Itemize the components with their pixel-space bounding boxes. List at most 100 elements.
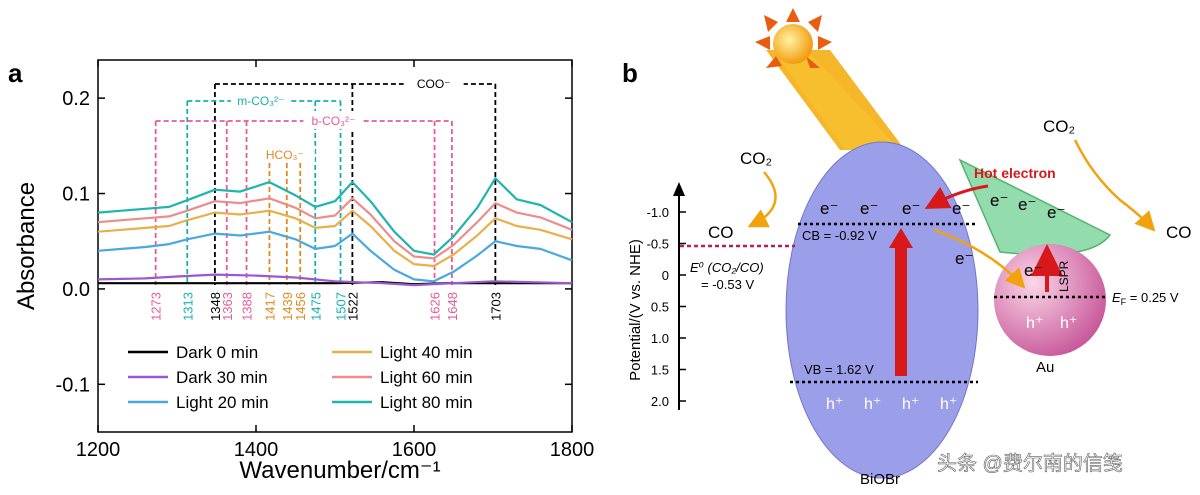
au-electron: e⁻ <box>1024 261 1042 280</box>
potential-tick-label: -0.5 <box>647 237 669 252</box>
potential-tick-label: 0.5 <box>651 300 669 315</box>
electron: e⁻ <box>902 199 920 218</box>
vb-holes: h⁺ h⁺ h⁺ h⁺ <box>826 396 957 413</box>
au-holes: h⁺ h⁺ <box>1026 315 1077 332</box>
peak-label: 1648 <box>445 292 460 321</box>
assignment-label: m-CO₃²⁻ <box>237 94 284 108</box>
y-tick-label: -0.1 <box>56 374 90 396</box>
assignment-label: b-CO₃²⁻ <box>311 114 355 128</box>
x-tick-label: 1400 <box>234 439 279 461</box>
co2-left: CO₂ <box>740 149 772 168</box>
watermark: 头条 @费尔南的信笺 <box>937 452 1123 475</box>
panel-b-label: b <box>622 58 638 88</box>
x-tick-label: 1600 <box>392 439 437 461</box>
semiconductor-label: BiOBr <box>860 471 900 488</box>
fermi-level-label: EF = 0.25 V <box>1112 290 1179 307</box>
x-tick-label: 1200 <box>76 439 121 461</box>
redox-value: = -0.53 V <box>701 277 754 292</box>
potential-tick-label: 1.5 <box>651 363 669 378</box>
electron: e⁻ <box>1018 195 1036 214</box>
electron: e⁻ <box>952 199 970 218</box>
series-line <box>97 209 573 268</box>
hot-electron-label: Hot electron <box>974 165 1056 181</box>
peak-label: 1417 <box>262 292 277 321</box>
y-tick-label: 0.0 <box>62 279 90 301</box>
peak-label: 1522 <box>345 292 360 321</box>
cb-label: CB = -0.92 V <box>802 228 877 243</box>
legend-label: Light 80 min <box>380 393 473 412</box>
peak-label: 1456 <box>293 292 308 321</box>
potential-tick-label: 0 <box>662 268 669 283</box>
peak-label: 1348 <box>208 292 223 321</box>
electron: e⁻ <box>990 191 1008 210</box>
x-tick-label: 1800 <box>550 439 595 461</box>
panel-a-label: a <box>8 58 23 88</box>
assignment-label: COO⁻ <box>417 77 451 91</box>
series-line <box>97 177 573 256</box>
peak-label: 1703 <box>488 292 503 321</box>
electron-transfer-arrow <box>933 228 1026 289</box>
electron-transfer: e⁻ <box>955 249 973 268</box>
hole: h⁺ <box>902 396 919 413</box>
hole: h⁺ <box>826 396 843 413</box>
assignment-label-bg <box>230 91 291 109</box>
hole: h⁺ <box>940 396 957 413</box>
series-line <box>97 273 573 287</box>
excitation-arrow-head <box>889 228 913 248</box>
legend-label: Light 40 min <box>380 343 473 362</box>
co-right: CO <box>1166 223 1192 242</box>
vb-label: VB = 1.62 V <box>804 362 874 377</box>
potential-tick-label: 2.0 <box>651 394 669 409</box>
x-axis-label: Wavenumber/cm⁻¹ <box>239 457 440 484</box>
plot-frame <box>97 59 573 433</box>
electron: e⁻ <box>860 199 878 218</box>
spectra-series <box>97 177 573 287</box>
lspr-label: LSPR <box>1057 260 1071 292</box>
assignment-brackets: COO⁻ m-CO₃²⁻ b-CO₃²⁻ HCO₃⁻ <box>155 74 496 163</box>
series-line <box>97 230 573 283</box>
y-tick-label: 0.1 <box>62 184 90 206</box>
au-nanoparticle <box>994 244 1106 356</box>
biobr-semiconductor <box>785 141 979 479</box>
y-axis-ticks: -0.1 0.0 0.1 0.2 <box>56 88 572 396</box>
assignment-label-bg <box>403 74 464 92</box>
series-line <box>97 197 573 260</box>
hole: h⁺ <box>1060 315 1077 332</box>
legend-label: Light 20 min <box>176 393 269 412</box>
legend-label: Light 60 min <box>380 368 473 387</box>
hole: h⁺ <box>1026 315 1043 332</box>
peak-label: 1475 <box>308 292 323 321</box>
excitation-arrow-shaft <box>895 244 907 376</box>
y-axis-label: Absorbance <box>13 182 40 310</box>
assignment-label-bg <box>254 145 315 163</box>
legend-label: Dark 0 min <box>176 343 258 362</box>
co2-to-co-arrow-left <box>747 171 777 228</box>
potential-axis-label: Potential/(V vs. NHE) <box>627 239 644 381</box>
legend-label: Dark 30 min <box>176 368 268 387</box>
hot-electron-arrow <box>924 184 989 209</box>
peak-label: 1626 <box>428 292 443 321</box>
redox-label: E⁰ (CO₂/CO) <box>690 260 764 275</box>
x-axis-ticks: 1200 1400 1600 1800 <box>76 60 595 461</box>
sun-beam-highlight <box>780 55 900 150</box>
peak-label: 1439 <box>280 292 295 321</box>
peak-label: 1273 <box>149 292 164 321</box>
sun-icon <box>755 8 832 68</box>
co-left: CO <box>708 223 734 242</box>
assignment-label: HCO₃⁻ <box>266 148 304 162</box>
metal-label: Au <box>1036 359 1054 376</box>
legend: Dark 0 min Dark 30 min Light 20 min Light 4… <box>128 343 473 412</box>
peak-label: 1507 <box>334 292 349 321</box>
potential-tick-label: 1.0 <box>651 331 669 346</box>
y-tick-label: 0.2 <box>62 88 90 110</box>
potential-axis: -1.0 -0.5 0 0.5 1.0 1.5 2.0 <box>647 182 686 410</box>
electron: e⁻ <box>1047 203 1065 222</box>
hole: h⁺ <box>864 396 881 413</box>
peak-label: 1313 <box>180 292 195 321</box>
peak-label: 1363 <box>220 292 235 321</box>
peak-label: 1388 <box>240 292 255 321</box>
co2-to-co-arrow-right <box>1073 139 1156 232</box>
potential-tick-label: -1.0 <box>647 205 669 220</box>
